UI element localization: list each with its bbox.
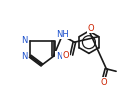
Text: N: N [21,52,28,61]
Text: N: N [21,36,28,45]
Text: N: N [56,52,62,61]
Text: O: O [63,51,70,60]
Text: O: O [100,78,107,87]
Text: O: O [87,24,94,33]
Text: NH: NH [56,30,69,39]
